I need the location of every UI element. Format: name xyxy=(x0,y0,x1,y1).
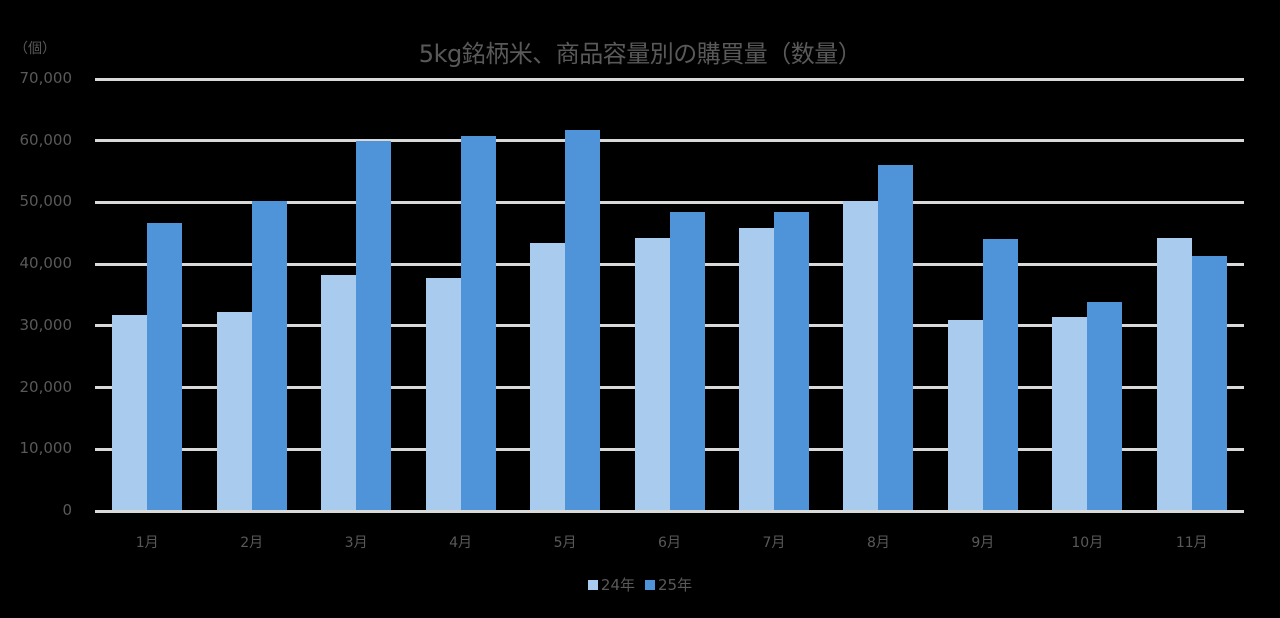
bar-25年-6月 xyxy=(669,212,705,511)
y-axis-unit-label: （個） xyxy=(14,41,56,57)
y-tick-label: 70,000 xyxy=(19,69,73,87)
bar-24年-5月 xyxy=(530,243,566,511)
bar-24年-9月 xyxy=(947,320,983,511)
x-tick-label: 3月 xyxy=(344,535,368,551)
x-tick-label: 8月 xyxy=(866,535,890,551)
gridline xyxy=(95,139,1244,143)
bar-24年-2月 xyxy=(216,312,252,511)
bar-24年-4月 xyxy=(425,278,461,511)
bar-24年-10月 xyxy=(1052,317,1088,511)
bar-24年-6月 xyxy=(634,238,670,511)
bar-25年-3月 xyxy=(356,141,392,511)
x-tick-label: 4月 xyxy=(449,535,473,551)
bar-25年-8月 xyxy=(878,165,914,511)
x-tick-label: 2月 xyxy=(240,535,264,551)
bar-24年-1月 xyxy=(112,315,148,511)
x-tick-label: 10月 xyxy=(1071,535,1104,551)
bar-24年-11月 xyxy=(1156,237,1192,511)
x-tick-label: 11月 xyxy=(1175,535,1208,551)
legend-item-25: 25年 xyxy=(645,574,692,595)
bar-25年-1月 xyxy=(147,223,183,511)
legend-swatch-24 xyxy=(587,579,598,590)
y-tick-label: 50,000 xyxy=(19,192,73,211)
bar-25年-5月 xyxy=(565,129,601,511)
x-tick-label: 9月 xyxy=(971,535,995,551)
bar-24年-8月 xyxy=(843,201,879,511)
bar-24年-3月 xyxy=(321,274,357,511)
legend: 24年 25年 xyxy=(0,574,1280,595)
bar-25年-4月 xyxy=(460,136,496,511)
bar-25年-7月 xyxy=(773,212,809,511)
x-tick-label: 5月 xyxy=(553,535,577,551)
bar-25年-10月 xyxy=(1087,302,1123,511)
y-tick-label: 0 xyxy=(62,501,72,519)
legend-item-24: 24年 xyxy=(587,574,635,595)
bar-24年-7月 xyxy=(738,228,774,511)
legend-label-24: 24年 xyxy=(600,576,635,594)
y-tick-label: 10,000 xyxy=(19,439,73,458)
chart-title: 5kg銘柄米、商品容量別の購買量（数量） xyxy=(418,40,862,68)
x-tick-label: 1月 xyxy=(135,535,159,551)
x-axis-baseline xyxy=(95,510,1244,512)
bar-25年-2月 xyxy=(251,201,287,511)
x-tick-label: 6月 xyxy=(658,535,681,551)
legend-swatch-25 xyxy=(645,579,655,590)
x-tick-label: 7月 xyxy=(762,535,786,551)
bar-25年-11月 xyxy=(1191,255,1227,511)
legend-label-25: 25年 xyxy=(658,576,693,594)
y-tick-label: 60,000 xyxy=(19,130,73,149)
gridline xyxy=(95,77,1244,81)
y-tick-label: 30,000 xyxy=(19,315,73,334)
gridline xyxy=(95,200,1244,204)
y-tick-label: 20,000 xyxy=(19,377,73,396)
y-tick-label: 40,000 xyxy=(19,254,73,273)
bar-25年-9月 xyxy=(982,239,1018,511)
